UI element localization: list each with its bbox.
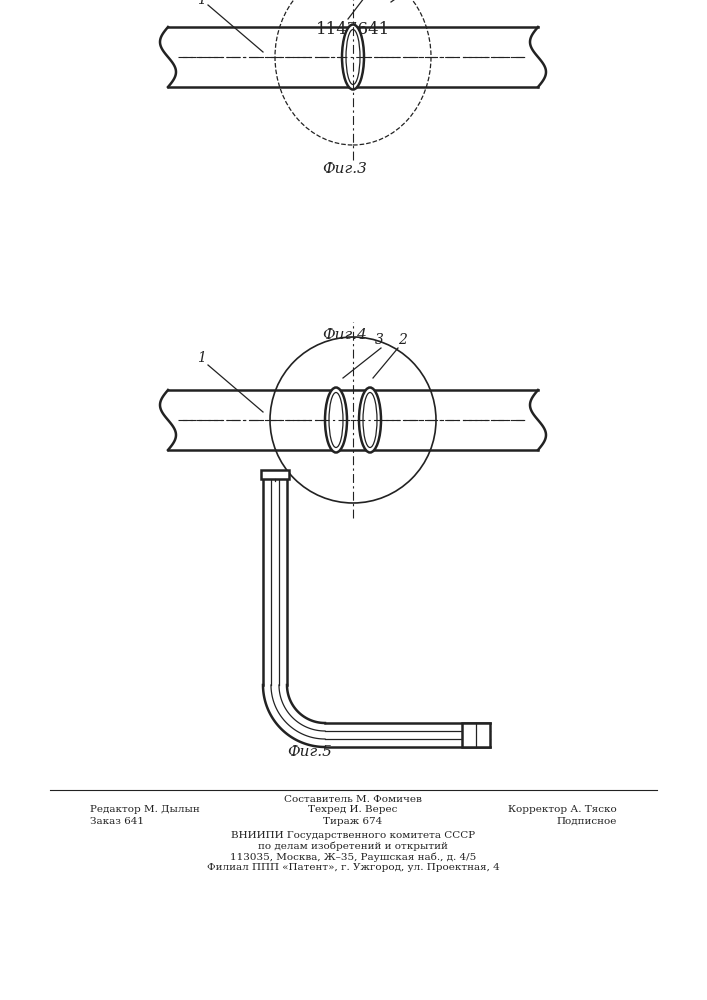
Ellipse shape	[342, 24, 364, 90]
Ellipse shape	[363, 392, 377, 448]
Text: Филиал ППП «Патент», г. Ужгород, ул. Проектная, 4: Филиал ППП «Патент», г. Ужгород, ул. Про…	[206, 863, 499, 872]
Text: Составитель М. Фомичев: Составитель М. Фомичев	[284, 796, 422, 804]
Text: 3: 3	[375, 333, 383, 347]
Text: Редактор М. Дылын: Редактор М. Дылын	[90, 806, 200, 814]
Bar	[168, 27, 538, 87]
Text: Техред И. Верес: Техред И. Верес	[308, 806, 397, 814]
Text: Тираж 674: Тираж 674	[323, 816, 382, 826]
Text: 1147641: 1147641	[316, 21, 390, 38]
Text: 1: 1	[197, 0, 206, 7]
Text: Подписное: Подписное	[556, 816, 617, 826]
Ellipse shape	[359, 387, 381, 452]
Bar	[462, 723, 490, 747]
Text: 2: 2	[399, 333, 407, 347]
Ellipse shape	[346, 29, 360, 85]
Text: Фиг.3: Фиг.3	[322, 162, 368, 176]
Text: 1: 1	[197, 351, 206, 365]
Text: ВНИИПИ Государственного комитета СССР: ВНИИПИ Государственного комитета СССР	[231, 830, 475, 840]
Text: 113035, Москва, Ж–35, Раушская наб., д. 4/5: 113035, Москва, Ж–35, Раушская наб., д. …	[230, 852, 476, 862]
Text: Фиг.5: Фиг.5	[288, 745, 332, 759]
Bar	[261, 470, 289, 479]
Ellipse shape	[329, 392, 343, 448]
Text: Заказ 641: Заказ 641	[90, 816, 144, 826]
Ellipse shape	[325, 387, 347, 452]
Text: Фиг.4: Фиг.4	[322, 328, 368, 342]
Text: Корректор А. Тяско: Корректор А. Тяско	[508, 806, 617, 814]
Text: по делам изобретений и открытий: по делам изобретений и открытий	[258, 841, 448, 851]
Bar	[168, 390, 538, 450]
